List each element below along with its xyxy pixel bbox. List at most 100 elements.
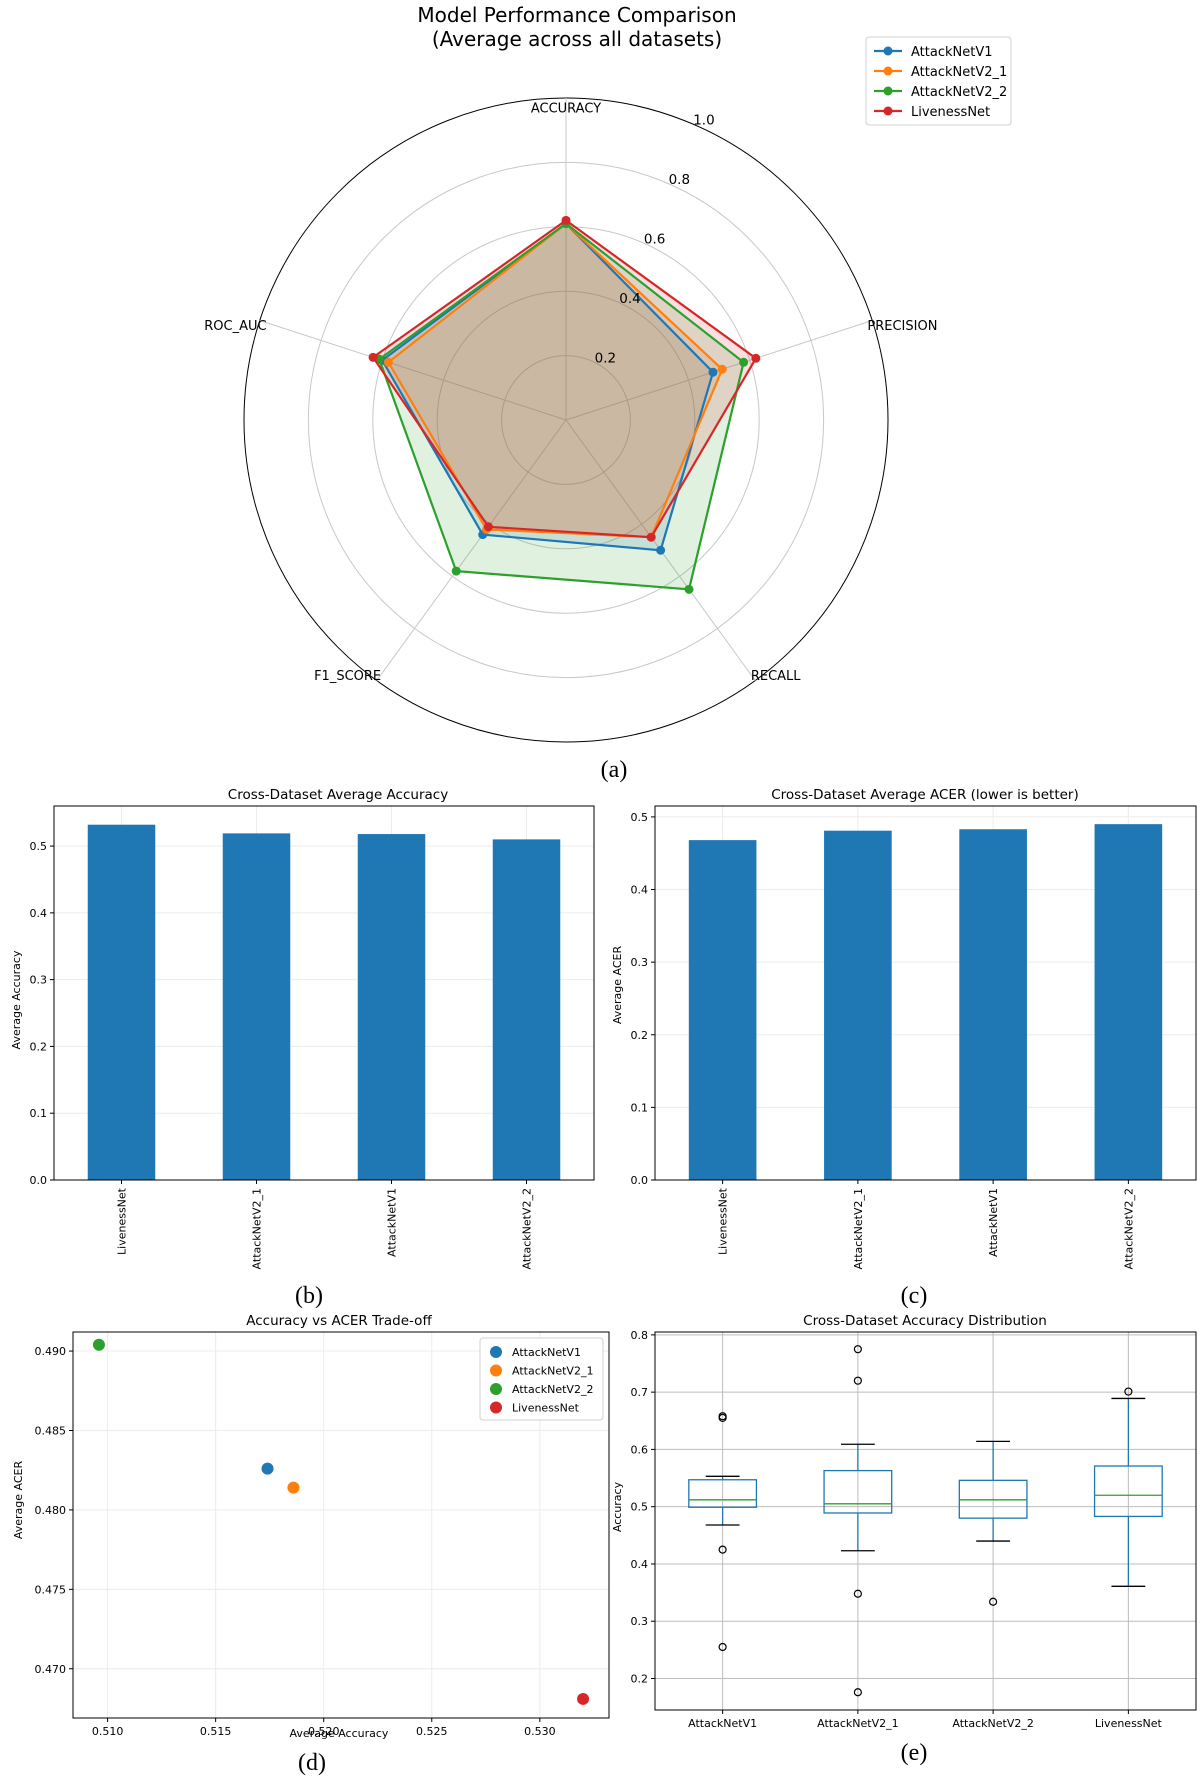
scatter-legend-marker-livenessnet bbox=[490, 1401, 502, 1414]
radar-line-attacknetv2-1 bbox=[386, 222, 724, 539]
acer-bar-ylabel: Average ACER bbox=[611, 946, 624, 1025]
bar-ytick-label: 0.5 bbox=[30, 840, 48, 853]
bar-xtick-label-attacknetv1: AttackNetV1 bbox=[386, 1188, 399, 1257]
scatter-legend-box bbox=[479, 1337, 604, 1421]
box-outlier-attacknetv1 bbox=[718, 1412, 727, 1421]
box-plot-frame bbox=[654, 1331, 1197, 1711]
bar-attacknetv2-1 bbox=[222, 833, 291, 1180]
radar-legend-marker-attacknetv2-1 bbox=[883, 66, 893, 76]
bar-ytick-label: 0.3 bbox=[631, 956, 649, 969]
box-body-attacknetv1 bbox=[688, 1479, 758, 1508]
radar-r-tick-label: 1.0 bbox=[693, 113, 714, 129]
box-ytick-label: 0.3 bbox=[631, 1615, 649, 1628]
scatter-xtick-label: 0.530 bbox=[524, 1725, 556, 1738]
scatter-xtick-label: 0.520 bbox=[308, 1725, 340, 1738]
scatter-ytick-label: 0.490 bbox=[35, 1345, 67, 1358]
bar-plot-frame bbox=[53, 805, 595, 1181]
radar-axis-labels: ACCURACY PRECISION RECALL F1_SCORE ROC_AUC bbox=[204, 102, 937, 684]
caption-d: (d) bbox=[298, 1750, 326, 1776]
box-ytick-label: 0.2 bbox=[631, 1673, 649, 1686]
bar-ytick-label: 0.2 bbox=[30, 1040, 48, 1053]
scatter-plot-frame bbox=[72, 1331, 610, 1719]
radar-legend-box bbox=[865, 36, 1012, 126]
scatter-legend-label-attacknetv1: AttackNetV1 bbox=[512, 1346, 581, 1359]
scatter-plot: 0.470 0.475 0.480 0.485 0.490 0.510 0.515 0.520… bbox=[35, 1331, 610, 1738]
scatter-legend-marker-attacknetv2-1 bbox=[490, 1364, 502, 1377]
radar-spoke bbox=[259, 320, 567, 421]
scatter-title: Accuracy vs ACER Trade-off bbox=[246, 1313, 432, 1329]
scatter-point-attacknetv2-1 bbox=[287, 1481, 300, 1494]
bar-ytick-label: 0.4 bbox=[631, 884, 649, 897]
radar-r-tick-labels: 0.2 0.4 0.6 0.8 1.0 bbox=[595, 113, 715, 367]
bar-ytick-label: 0.1 bbox=[631, 1101, 649, 1114]
radar-title-line2: (Average across all datasets) bbox=[432, 27, 722, 51]
radar-fill-attacknetv2-1 bbox=[388, 223, 723, 538]
scatter-legend-label-livenessnet: LivenessNet bbox=[512, 1402, 580, 1415]
radar-line-attacknetv1 bbox=[380, 222, 715, 552]
scatter-point-attacknetv2-2 bbox=[92, 1338, 105, 1351]
scatter-legend-marker-attacknetv2-2 bbox=[490, 1383, 502, 1395]
scatter-point-livenessnet bbox=[577, 1692, 590, 1705]
radar-point-attacknetv1 bbox=[656, 545, 666, 555]
box-outlier-attacknetv2-1 bbox=[853, 1589, 862, 1598]
box-outlier-attacknetv1 bbox=[718, 1642, 727, 1652]
scatter-ytick-label: 0.470 bbox=[35, 1663, 67, 1676]
bar-livenessnet bbox=[688, 840, 757, 1180]
tradeoff-scatter-panel: Accuracy vs ACER Trade-off 0.470 0.475 0.4… bbox=[12, 1313, 610, 1776]
bar-xtick-label-attacknetv2-1: AttackNetV2_1 bbox=[251, 1188, 264, 1269]
radar-r-tick-label: 0.4 bbox=[619, 291, 640, 307]
scatter-ytick-label: 0.480 bbox=[35, 1504, 67, 1517]
acer-bar-chart-panel: Cross-Dataset Average ACER (lower is bet… bbox=[611, 787, 1197, 1309]
box-ytick-label: 0.7 bbox=[631, 1386, 649, 1399]
radar-axis-label-precision: PRECISION bbox=[867, 319, 937, 334]
bar-ytick-label: 0.1 bbox=[30, 1107, 48, 1120]
radar-legend-label-attacknetv1: AttackNetV1 bbox=[911, 45, 993, 60]
accuracy-bar-title: Cross-Dataset Average Accuracy bbox=[228, 787, 448, 803]
scatter-legend-label-attacknetv2-1: AttackNetV2_1 bbox=[512, 1365, 593, 1378]
bar-xtick-label-attacknetv1: AttackNetV1 bbox=[987, 1188, 1000, 1257]
radar-point-attacknetv2-2 bbox=[684, 584, 694, 594]
bar-plot-frame bbox=[654, 805, 1197, 1181]
bar-attacknetv1 bbox=[959, 829, 1027, 1180]
radar-r-tick-label: 0.8 bbox=[669, 172, 690, 188]
radar-point-attacknetv2-1 bbox=[383, 357, 393, 367]
bar-attacknetv2-2 bbox=[492, 839, 561, 1180]
scatter-ytick-label: 0.475 bbox=[35, 1583, 67, 1596]
radar-legend-label-attacknetv2-1: AttackNetV2_1 bbox=[911, 65, 1007, 80]
bar-ytick-label: 0.2 bbox=[631, 1029, 649, 1042]
boxplot-ylabel: Accuracy bbox=[611, 1481, 624, 1532]
radar-legend-marker-attacknetv2-2 bbox=[883, 86, 893, 96]
box-ytick-label: 0.5 bbox=[631, 1501, 649, 1514]
bar-xtick-label-livenessnet: LivenessNet bbox=[116, 1187, 129, 1255]
bar-xtick-label-livenessnet: LivenessNet bbox=[717, 1187, 730, 1255]
bar-ytick-label: 0.0 bbox=[30, 1174, 48, 1187]
accuracy-bar-plot: 0.0 0.1 0.2 0.3 0.4 0.5 LivenessNet AttackNetV2… bbox=[30, 805, 595, 1269]
accuracy-bar-chart-panel: Cross-Dataset Average Accuracy 0.0 0.1 0.2… bbox=[10, 787, 595, 1309]
scatter-xlabel: Average Accuracy bbox=[290, 1727, 389, 1740]
scatter-legend-label-attacknetv2-2: AttackNetV2_2 bbox=[512, 1383, 593, 1396]
box-body-livenessnet bbox=[1093, 1465, 1163, 1518]
box-outlier-attacknetv1 bbox=[718, 1545, 727, 1554]
boxplot-plot: 0.2 0.3 0.4 0.5 0.6 0.7 0.8 AttackNetV1 AttackNe… bbox=[631, 1329, 1197, 1730]
acer-bar-plot: 0.0 0.1 0.2 0.3 0.4 0.5 LivenessNet AttackNetV2… bbox=[631, 805, 1197, 1269]
box-outlier-livenessnet bbox=[1124, 1387, 1133, 1396]
bar-xtick-label-attacknetv2-2: AttackNetV2_2 bbox=[521, 1188, 534, 1269]
box-xtick-label-attacknetv2-2: AttackNetV2_2 bbox=[952, 1717, 1033, 1730]
radar-fill-attacknetv1 bbox=[382, 223, 713, 551]
scatter-legend-marker-attacknetv1 bbox=[490, 1346, 502, 1358]
box-xtick-label-attacknetv1: AttackNetV1 bbox=[688, 1717, 757, 1730]
radar-point-attacknetv2-2 bbox=[451, 566, 461, 576]
acer-bar-title: Cross-Dataset Average ACER (lower is bet… bbox=[771, 787, 1079, 803]
radar-r-tick-label: 0.2 bbox=[595, 351, 616, 367]
radar-point-livenessnet bbox=[368, 352, 378, 362]
bar-xtick-label-attacknetv2-1: AttackNetV2_1 bbox=[852, 1188, 865, 1269]
radar-point-attacknetv2-1 bbox=[717, 364, 727, 374]
radar-point-attacknetv2-2 bbox=[739, 357, 749, 367]
caption-a: (a) bbox=[601, 757, 628, 783]
box-outlier-attacknetv2-1 bbox=[853, 1345, 862, 1354]
box-ytick-label: 0.8 bbox=[631, 1329, 649, 1342]
bar-xtick-label-attacknetv2-2: AttackNetV2_2 bbox=[1122, 1188, 1135, 1269]
box-body-attacknetv2-1 bbox=[823, 1469, 893, 1514]
scatter-ylabel: Average ACER bbox=[12, 1461, 25, 1540]
bar-ytick-label: 0.5 bbox=[631, 811, 649, 824]
